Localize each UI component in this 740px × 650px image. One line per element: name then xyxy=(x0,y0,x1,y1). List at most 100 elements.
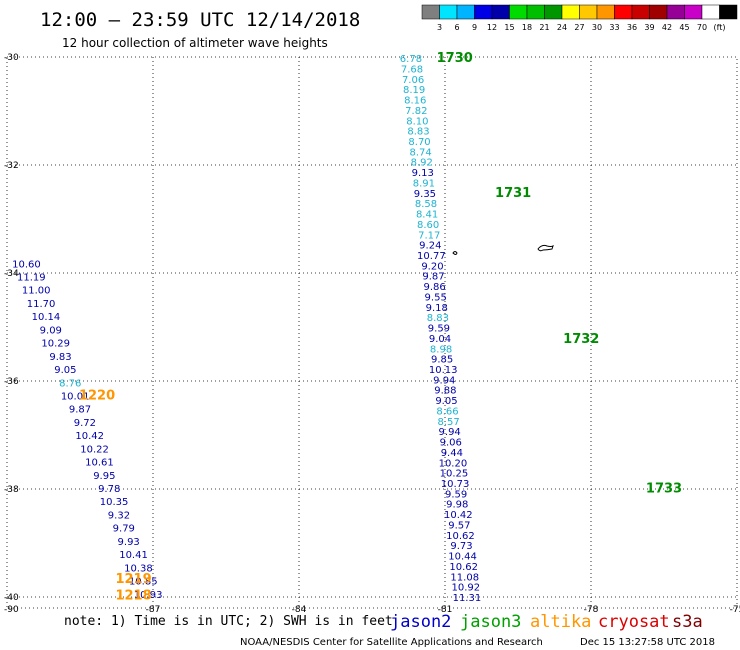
swh-value: 11.31 xyxy=(453,593,482,604)
swh-value: 10.29 xyxy=(41,339,70,350)
swh-value: 10.01 xyxy=(61,391,90,402)
swh-value: 8.41 xyxy=(416,210,438,221)
credit-timestamp: Dec 15 13:27:58 UTC 2018 xyxy=(580,637,715,648)
y-tick-label: -40 xyxy=(4,593,19,603)
colorbar-label: 45 xyxy=(679,23,689,32)
swh-value: 8.83 xyxy=(407,127,429,138)
swh-value: 10.85 xyxy=(129,577,158,588)
colorbar-swatch xyxy=(526,4,545,20)
swh-value: 10.13 xyxy=(429,365,458,376)
pass-time: 1733 xyxy=(646,481,682,496)
colorbar-swatch xyxy=(439,4,458,20)
swh-value: 11.70 xyxy=(27,299,56,310)
swh-value: 9.79 xyxy=(113,524,135,535)
swh-value: 8.58 xyxy=(415,199,437,210)
swh-value: 9.35 xyxy=(414,189,436,200)
swh-value: 9.98 xyxy=(446,500,468,511)
colorbar-swatch xyxy=(719,4,738,20)
x-corner-label: -90 xyxy=(4,605,19,615)
swh-value: 9.04 xyxy=(429,334,451,345)
x-tick-label: -84 xyxy=(292,605,307,615)
colorbar-label: 27 xyxy=(574,23,584,32)
y-tick-label: -34 xyxy=(4,269,19,279)
swh-value: 8.66 xyxy=(436,406,458,417)
swh-value: 10.35 xyxy=(100,497,129,508)
colorbar-swatch xyxy=(596,4,615,20)
swh-value: 10.61 xyxy=(85,458,114,469)
colorbar-label: 12 xyxy=(487,23,497,32)
swh-value: 9.94 xyxy=(439,427,461,438)
swh-value: 9.73 xyxy=(450,541,472,552)
swh-value: 8.16 xyxy=(404,96,426,107)
colorbar-label: 24 xyxy=(557,23,567,32)
grid-lines xyxy=(7,57,737,608)
colorbar-label: 6 xyxy=(454,23,459,32)
swh-value: 9.13 xyxy=(412,168,434,179)
swh-value: 9.05 xyxy=(54,365,76,376)
swh-value: 10.38 xyxy=(124,563,153,574)
swh-value: 9.59 xyxy=(445,489,467,500)
swh-value: 9.59 xyxy=(428,324,450,335)
swh-value: 8.57 xyxy=(437,417,459,428)
chart-title: 12:00 – 23:59 UTC 12/14/2018 xyxy=(40,9,360,31)
pass-time: 1218 xyxy=(115,588,151,603)
y-tick-label: -36 xyxy=(4,377,19,387)
swh-value: 7.82 xyxy=(405,106,427,117)
swh-value: 10.25 xyxy=(440,469,469,480)
legend-altika: altika xyxy=(530,612,591,632)
colorbar-swatch xyxy=(649,4,668,20)
swh-value: 8.83 xyxy=(427,313,449,324)
x-tick-label: -87 xyxy=(146,605,161,615)
swh-value: 9.85 xyxy=(431,355,453,366)
swh-value: 9.86 xyxy=(423,282,445,293)
swh-value: 10.42 xyxy=(444,510,473,521)
colorbar-swatch xyxy=(544,4,563,20)
swh-value: 8.74 xyxy=(409,147,431,158)
pass-time: 1730 xyxy=(437,51,473,66)
x-tick-label: -75 xyxy=(730,605,740,615)
swh-value: 10.44 xyxy=(448,552,477,563)
satellite-legend: jason2 jason3 altika cryosat s3a xyxy=(390,612,703,632)
swh-value: 10.62 xyxy=(449,562,478,573)
colorbar-swatch xyxy=(456,4,475,20)
swh-value: 7.68 xyxy=(401,64,423,75)
y-tick-label: -38 xyxy=(4,485,19,495)
swh-value: 7.17 xyxy=(418,230,440,241)
swh-value: 10.41 xyxy=(119,550,148,561)
x-tick-label: -81 xyxy=(438,605,453,615)
colorbar-swatch xyxy=(474,4,493,20)
legend-jason3: jason3 xyxy=(460,612,521,632)
colorbar-swatch xyxy=(701,4,720,20)
colorbar-label: 3 xyxy=(437,23,442,32)
swh-value: 8.70 xyxy=(408,137,430,148)
swh-value: 8.92 xyxy=(411,158,433,169)
swh-value: 10.14 xyxy=(32,312,61,323)
y-tick-label: -30 xyxy=(4,53,19,63)
swh-value: 9.87 xyxy=(69,405,91,416)
colorbar-label: 70 xyxy=(697,23,707,32)
swh-value: 10.42 xyxy=(75,431,104,442)
swh-value: 9.18 xyxy=(426,303,448,314)
swh-value: 9.06 xyxy=(440,438,462,449)
swh-value: 9.20 xyxy=(421,261,443,272)
colorbar-label: 30 xyxy=(592,23,602,32)
swh-value: 10.20 xyxy=(439,458,468,469)
colorbar-swatch xyxy=(491,4,510,20)
swh-value: 9.78 xyxy=(98,484,120,495)
axis-tick-labels: -87 -84 -81 -78 -75 -30 -32 -34 -36 -38 -40 -90 xyxy=(4,53,740,615)
swh-value: 11.00 xyxy=(22,286,51,297)
swh-value: 11.08 xyxy=(450,572,479,583)
footnote: note: 1) Time is in UTC; 2) SWH is in fe… xyxy=(64,614,393,629)
colorbar-label: 42 xyxy=(662,23,672,32)
swh-value: 11.19 xyxy=(17,272,46,283)
island-outline xyxy=(537,244,554,252)
swh-observations: 6.787.687.068.198.167.828.108.838.708.74… xyxy=(12,54,481,604)
swh-value: 9.05 xyxy=(435,396,457,407)
y-tick-label: -32 xyxy=(4,161,19,171)
legend-jason2: jason2 xyxy=(390,612,451,632)
swh-value: 10.62 xyxy=(446,531,475,542)
swh-value: 8.76 xyxy=(59,378,81,389)
swh-value: 9.32 xyxy=(108,510,130,521)
chart-subtitle: 12 hour collection of altimeter wave hei… xyxy=(62,36,328,50)
